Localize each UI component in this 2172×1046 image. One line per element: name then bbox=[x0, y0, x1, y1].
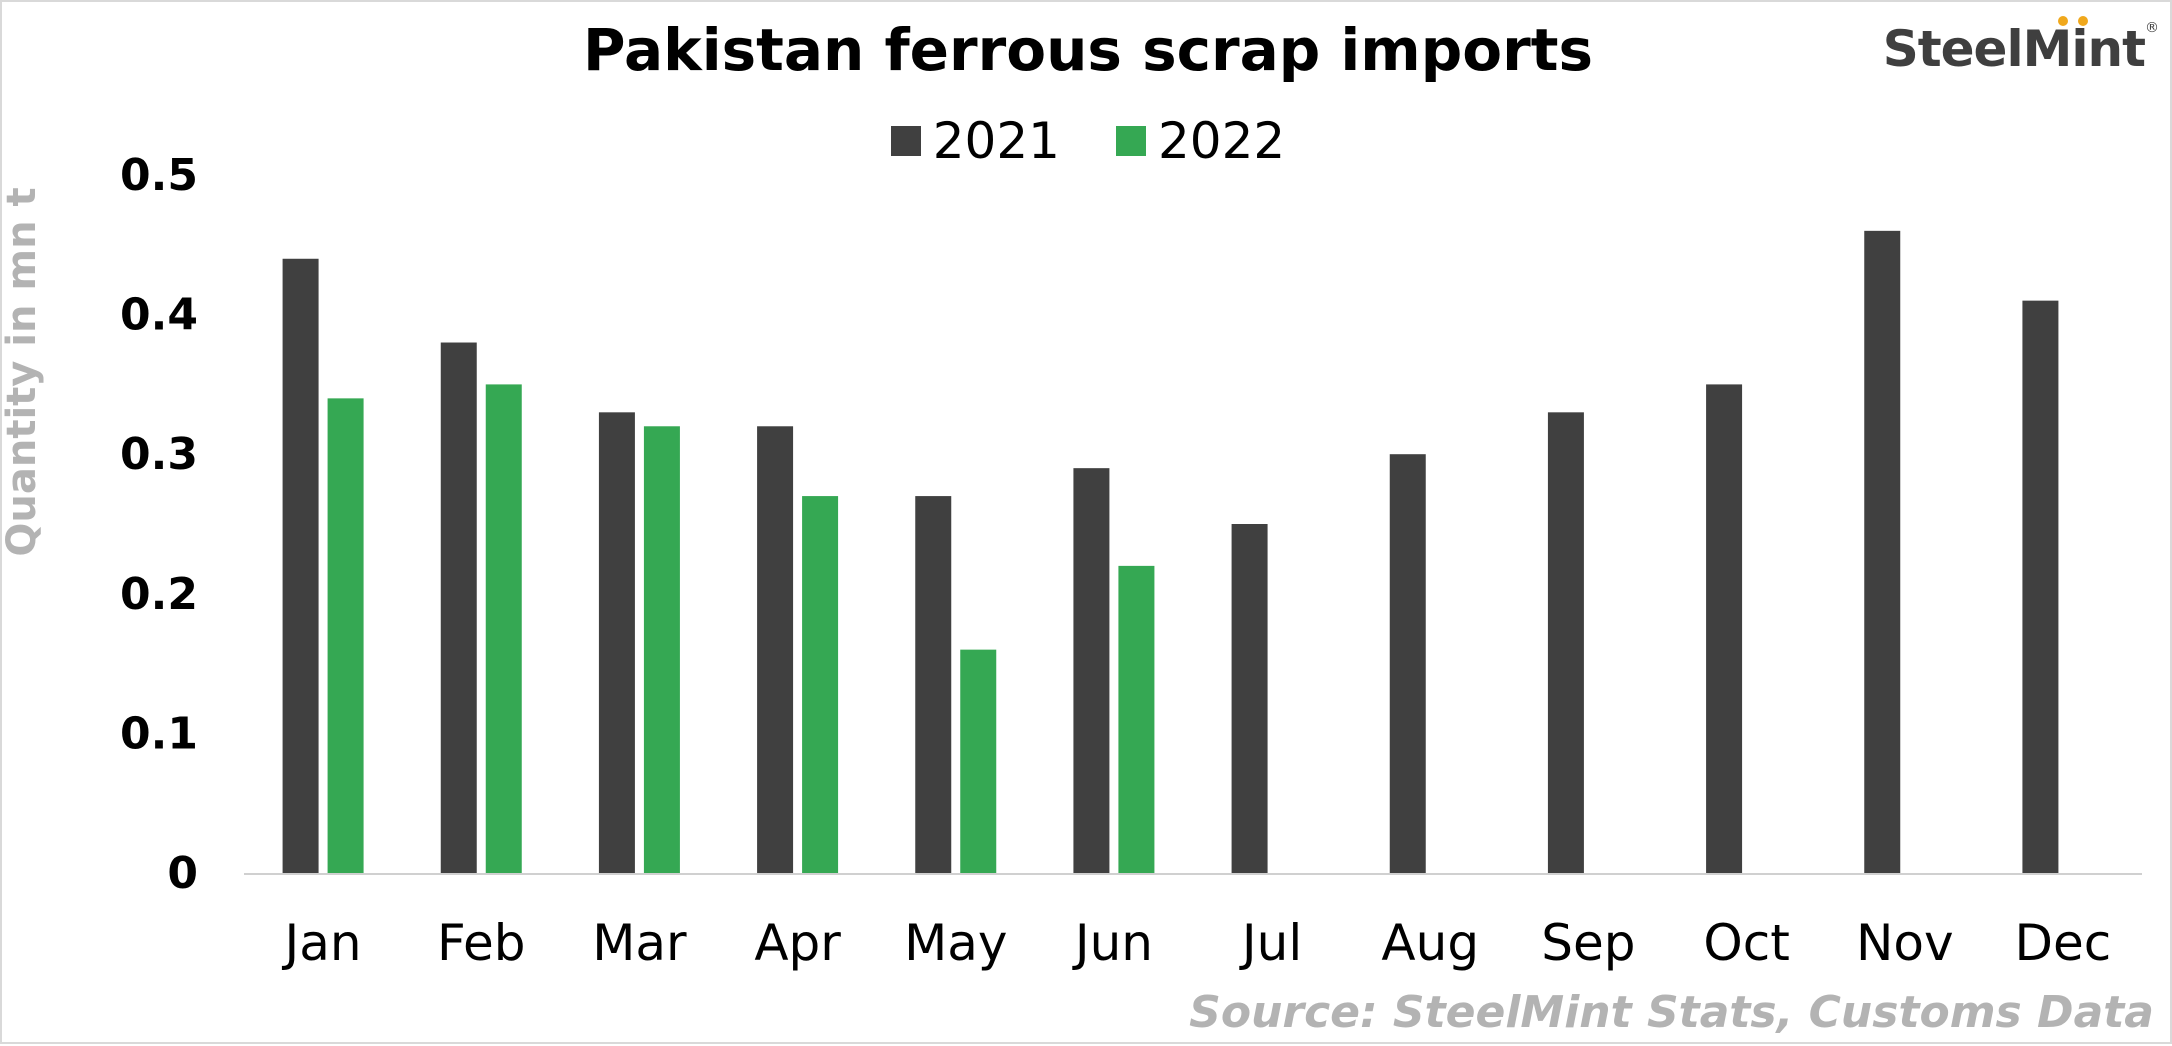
bar-2022-feb bbox=[485, 384, 522, 873]
bar-2021-apr bbox=[757, 426, 794, 873]
logo-dots-icon bbox=[2058, 16, 2088, 26]
legend-label-2022: 2022 bbox=[1158, 112, 1286, 170]
legend-item-2022: 2022 bbox=[1116, 112, 1285, 170]
y-tick-label: 0.2 bbox=[120, 569, 198, 620]
chart-legend: 2021 2022 bbox=[2, 112, 2172, 170]
bar-2021-aug bbox=[1389, 454, 1426, 873]
y-tick-label: 0.5 bbox=[120, 150, 198, 201]
legend-swatch-2022 bbox=[1116, 126, 1146, 156]
bar-2022-apr bbox=[802, 496, 839, 873]
x-tick-label: Jan bbox=[282, 914, 362, 972]
bar-2021-mar bbox=[598, 412, 635, 873]
x-tick-label: Aug bbox=[1381, 914, 1479, 972]
bar-2022-mar bbox=[643, 426, 680, 873]
bar-2021-sep bbox=[1547, 412, 1584, 873]
legend-label-2021: 2021 bbox=[932, 112, 1060, 170]
bar-2021-may bbox=[915, 496, 952, 873]
steelmint-logo: SteelMint® bbox=[1882, 16, 2159, 78]
x-tick-label: Oct bbox=[1703, 914, 1789, 972]
x-tick-label: Feb bbox=[437, 914, 526, 972]
y-tick-label: 0.4 bbox=[120, 290, 198, 341]
bar-2022-may bbox=[960, 649, 997, 873]
bar-2021-jul bbox=[1231, 524, 1268, 873]
bar-2022-jan bbox=[327, 398, 364, 873]
y-tick-label: 0.3 bbox=[120, 429, 198, 480]
x-tick-label: Nov bbox=[1856, 914, 1954, 972]
logo-registered-mark: ® bbox=[2145, 20, 2159, 36]
bar-2021-jan bbox=[282, 258, 319, 873]
legend-item-2021: 2021 bbox=[890, 112, 1060, 170]
bar-2021-oct bbox=[1706, 384, 1743, 873]
x-tick-label: Dec bbox=[2015, 914, 2112, 972]
x-tick-label: Mar bbox=[592, 914, 687, 972]
x-tick-label: May bbox=[904, 914, 1007, 972]
bar-2021-nov bbox=[1864, 230, 1901, 874]
x-tick-label: Jul bbox=[1239, 914, 1302, 972]
x-tick-label: Sep bbox=[1541, 914, 1635, 972]
chart-title: Pakistan ferrous scrap imports bbox=[583, 16, 1593, 84]
logo-text: SteelMint bbox=[1882, 20, 2146, 78]
y-tick-label: 0 bbox=[167, 848, 198, 899]
x-tick-label: Apr bbox=[754, 914, 841, 972]
y-tick-label: 0.1 bbox=[120, 708, 198, 759]
legend-swatch-2021 bbox=[890, 126, 921, 156]
bar-2021-dec bbox=[2022, 300, 2059, 873]
bar-2021-feb bbox=[440, 342, 477, 873]
bar-2021-jun bbox=[1073, 468, 1110, 873]
bar-2022-jun bbox=[1118, 565, 1155, 873]
source-note: Source: SteelMint Stats, Customs Data bbox=[1189, 987, 2154, 1038]
x-tick-label: Jun bbox=[1072, 914, 1153, 972]
